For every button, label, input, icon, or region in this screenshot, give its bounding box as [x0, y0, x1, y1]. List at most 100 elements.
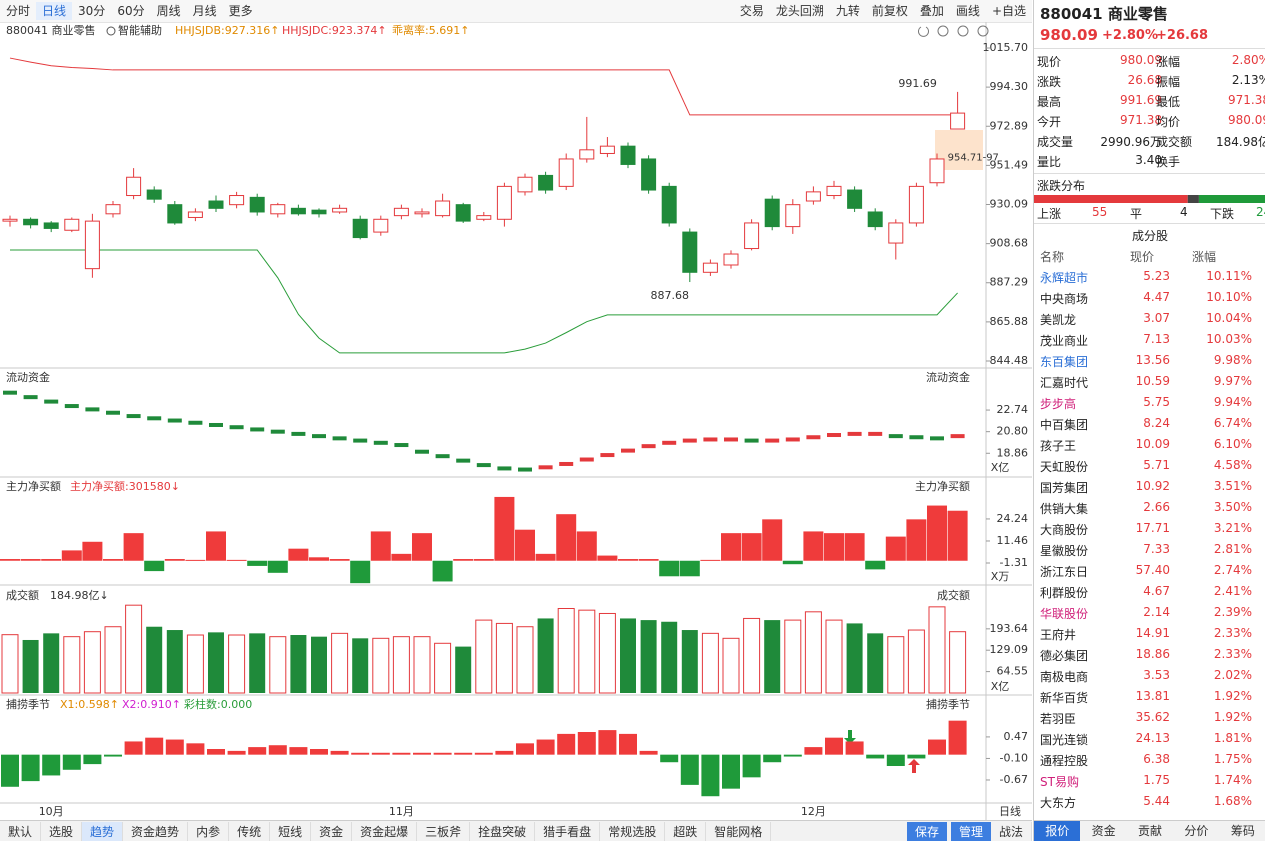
bottom-tab[interactable]: 传统 [229, 821, 271, 841]
bottom-tab[interactable]: 选股 [41, 821, 83, 841]
bar [865, 560, 886, 570]
stock-name[interactable]: 国芳集团 [1040, 481, 1089, 495]
stock-name[interactable]: 孩子王 [1040, 439, 1077, 453]
bottom-tab[interactable]: 趋势 [82, 821, 124, 841]
stock-name[interactable]: 茂业商业 [1040, 334, 1089, 348]
bar [21, 754, 40, 782]
toolbar-button[interactable]: 更多 [228, 4, 253, 18]
bar [886, 754, 905, 766]
stock-name[interactable]: 美凯龙 [1040, 313, 1077, 327]
bottom-tab[interactable]: 资金趋势 [123, 821, 189, 841]
stock-name[interactable]: 华联股份 [1040, 607, 1089, 621]
stock-name[interactable]: 东百集团 [1040, 355, 1089, 369]
stock-price: 13.56 [1135, 353, 1170, 367]
bar [907, 629, 925, 694]
candle-body [187, 211, 203, 218]
bottom-tab[interactable]: 智能网格 [706, 821, 772, 841]
toolbar-button[interactable]: 日线 [36, 2, 73, 20]
bottom-tab[interactable]: 猎手看盘 [535, 821, 601, 841]
stock-name[interactable]: 供销大集 [1040, 502, 1089, 516]
bottom-tab[interactable]: 保存 [906, 821, 947, 841]
bottom-tab[interactable]: 内参 [188, 821, 230, 841]
toolbar-button[interactable]: 周线 [156, 4, 181, 18]
stock-name[interactable]: 中百集团 [1040, 418, 1089, 432]
stock-change: 9.94% [1213, 395, 1252, 409]
bottom-tab[interactable]: 超跌 [665, 821, 707, 841]
bar [146, 626, 163, 693]
stock-name[interactable]: 中央商场 [1040, 292, 1089, 306]
stock-name[interactable]: 大东方 [1040, 796, 1077, 810]
stock-price: 8.24 [1143, 416, 1170, 430]
stock-name[interactable]: 永辉超市 [1040, 271, 1089, 285]
indicator: 乖离率:5.691↑ [392, 23, 469, 37]
toolbar-button[interactable]: 交易 [739, 4, 764, 18]
bar [249, 633, 266, 693]
stock-name[interactable]: 国光连锁 [1040, 733, 1089, 747]
bottom-tab[interactable]: 战法 [991, 821, 1032, 841]
bar [784, 619, 802, 694]
toolbar-button[interactable]: 叠加 [919, 4, 944, 18]
quote-value: 2990.96万 [1100, 135, 1162, 149]
stock-price: 7.33 [1143, 542, 1170, 556]
toolbar-button[interactable]: 分时 [6, 4, 31, 18]
bar [928, 739, 946, 755]
stock-name[interactable]: 若羽臣 [1040, 712, 1077, 726]
bottom-tab[interactable]: 拴盘突破 [470, 821, 536, 841]
stock-name[interactable]: 利群股份 [1040, 586, 1089, 600]
bottom-tab[interactable]: 默认 [0, 821, 42, 841]
stock-name[interactable]: ST易购 [1040, 775, 1079, 789]
bar [125, 604, 143, 694]
bar [63, 636, 81, 694]
stock-name[interactable]: 新华百货 [1040, 691, 1089, 705]
stock-name[interactable]: 浙江东日 [1040, 565, 1089, 579]
toolbar-button[interactable]: 月线 [192, 4, 217, 18]
bar [928, 606, 946, 694]
quote-value: 980.09 [1120, 53, 1162, 67]
bar [597, 555, 618, 561]
panel-indicator: X2:0.910↑ [122, 698, 181, 711]
toolbar-button[interactable]: +自选 [991, 4, 1026, 18]
bottom-tab[interactable]: 资金 [311, 821, 353, 841]
stock-name[interactable]: 通程控股 [1040, 754, 1089, 768]
panel-tab[interactable]: 筹码 [1230, 824, 1255, 838]
column-header: 现价 [1130, 250, 1155, 264]
bar [700, 559, 721, 561]
panel-tab[interactable]: 资金 [1091, 824, 1116, 838]
candle-body [826, 185, 842, 197]
stock-name[interactable]: 王府井 [1040, 628, 1077, 642]
toolbar: 分时 日线 30分 60分 周线 月线 更多 交易 龙头回溯 九转 前复权 叠加 画线 +自选 [0, 0, 1032, 22]
bottom-tab[interactable]: 资金起爆 [352, 821, 418, 841]
bottom-tab[interactable]: 常规选股 [600, 821, 666, 841]
panel-tab[interactable]: 分价 [1184, 824, 1209, 838]
candle-body [393, 207, 409, 217]
stock-name[interactable]: 汇嘉时代 [1040, 376, 1089, 390]
stock-change: 10.11% [1206, 269, 1252, 283]
quote-label: 成交量 [1037, 135, 1074, 149]
y-tick-label: -0.10 [1000, 751, 1028, 764]
stock-name[interactable]: 南极电商 [1040, 670, 1089, 684]
toolbar-button[interactable]: 30分 [78, 4, 106, 18]
upper-band [9, 57, 958, 116]
panel-tab[interactable]: 贡献 [1138, 824, 1163, 838]
stock-name[interactable]: 德必集团 [1040, 649, 1089, 663]
toolbar-button[interactable]: 前复权 [871, 4, 908, 18]
bar [906, 519, 927, 561]
toolbar-button[interactable]: 60分 [117, 4, 145, 18]
panel-tab[interactable]: 报价 [1034, 821, 1081, 841]
bottom-tab[interactable]: 三板斧 [417, 821, 471, 841]
stock-name[interactable]: 天虹股份 [1040, 460, 1089, 474]
toolbar-button[interactable]: 九转 [835, 4, 860, 18]
bar [62, 754, 81, 770]
stock-name[interactable]: 步步高 [1040, 397, 1077, 411]
toolbar-button[interactable]: 画线 [955, 4, 980, 18]
bottom-tab[interactable]: 管理 [950, 821, 991, 841]
stock-name[interactable]: 大商股份 [1040, 523, 1089, 537]
flow-mark [23, 395, 38, 400]
bar [473, 559, 494, 561]
bar [947, 510, 968, 561]
stock-name[interactable]: 星徽股份 [1040, 544, 1089, 558]
bottom-tab[interactable]: 短线 [270, 821, 312, 841]
quote-label: 涨幅 [1156, 55, 1181, 69]
bar [186, 634, 204, 694]
toolbar-button[interactable]: 龙头回溯 [775, 4, 824, 18]
